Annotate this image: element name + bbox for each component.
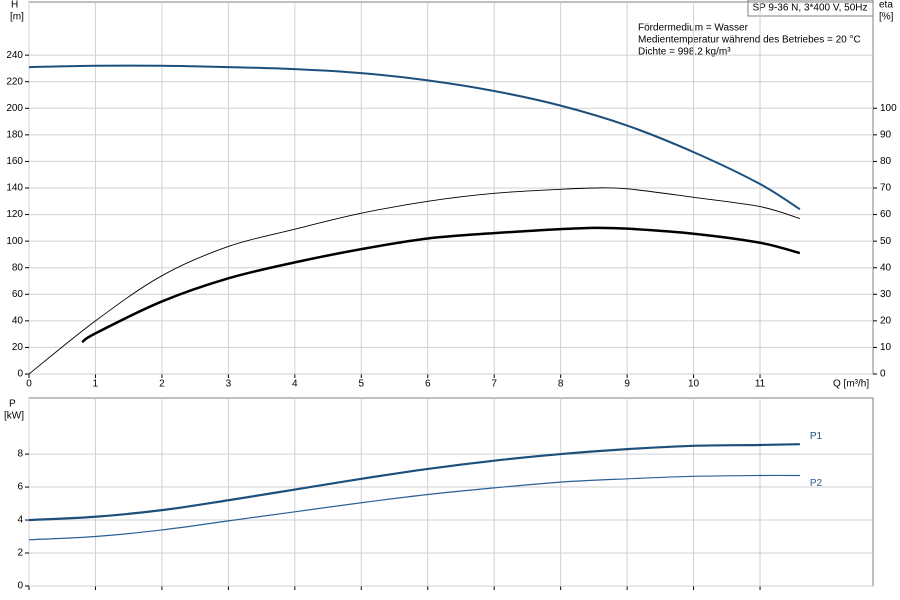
y2-tick-label: 50 [880,236,892,247]
x-tick-label: 11 [755,379,766,390]
x-tick-label: 3 [226,379,232,390]
y-tick-label: 180 [6,129,23,140]
x-tick-label: 0 [26,379,32,390]
x-tick-label: 4 [292,379,298,390]
series-line [81,226,801,344]
y2-tick-label: 0 [880,369,886,380]
y-tick-label: 20 [12,342,24,353]
x-tick-label: 7 [491,379,497,390]
annotation: Dichte = 998.2 kg/m³ [638,47,731,58]
series-label: P1 [810,431,823,442]
series-line [28,474,800,541]
y-tick-label: 4 [17,515,23,526]
y2-tick-label: 40 [880,262,892,273]
x-tick-label: 9 [624,379,630,390]
x-tick-label: 1 [93,379,99,390]
y2-tick-label: 100 [880,103,897,114]
y-tick-label: 160 [6,156,23,167]
y2-tick-label: 80 [880,156,892,167]
y2-tick-label: 10 [880,342,892,353]
y2-tick-label: 60 [880,209,892,220]
y-tick-label: 120 [6,209,23,220]
y-tick-label: 40 [12,315,24,326]
y-axis-label: H [11,0,18,11]
x-tick-label: 6 [425,379,431,390]
y2-axis-unit: [%] [879,12,894,23]
y-tick-label: 140 [6,183,23,194]
y-axis-unit: [m] [10,12,24,23]
x-tick-label: 2 [159,379,165,390]
y-tick-label: 2 [17,548,23,559]
y-tick-label: 200 [6,103,23,114]
y-tick-label: 220 [6,76,23,87]
y-tick-label: 0 [17,369,23,380]
y2-axis-label: eta [879,0,893,11]
x-tick-label: 5 [359,379,365,390]
series-label: P2 [810,478,823,489]
y-tick-label: 0 [17,581,23,592]
x-tick-label: 8 [558,379,564,390]
y-tick-label: 60 [12,289,24,300]
series-line [28,187,801,375]
y-tick-label: 6 [17,482,23,493]
y-tick-label: 80 [12,262,24,273]
y-tick-label: 100 [6,236,23,247]
x-tick-label: 10 [688,379,700,390]
y-axis-unit: [kW] [4,411,24,422]
x-axis-label: Q [m³/h] [833,379,869,390]
chart-title: SP 9-36 N, 3*400 V, 50Hz [752,3,867,14]
y-tick-label: 8 [17,449,23,460]
y2-tick-label: 30 [880,289,892,300]
series-line [28,443,800,522]
y-tick-label: 240 [6,50,23,61]
y-axis-label: P [9,399,16,410]
y2-tick-label: 90 [880,129,892,140]
annotation: Medientemperatur während des Betriebes =… [638,35,861,46]
y2-tick-label: 70 [880,183,892,194]
y2-tick-label: 20 [880,315,892,326]
series-line [28,64,801,211]
